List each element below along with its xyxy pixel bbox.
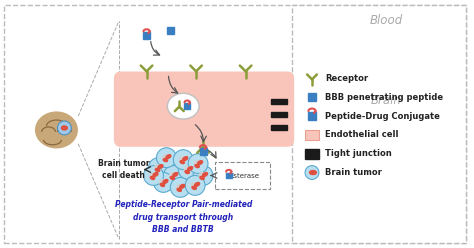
Bar bbox=[305, 130, 319, 140]
Ellipse shape bbox=[185, 171, 189, 174]
Ellipse shape bbox=[200, 177, 204, 180]
Ellipse shape bbox=[153, 173, 158, 176]
Circle shape bbox=[173, 150, 193, 170]
Bar bbox=[272, 99, 287, 104]
Circle shape bbox=[185, 176, 205, 195]
Circle shape bbox=[170, 178, 190, 197]
Circle shape bbox=[178, 160, 198, 180]
Ellipse shape bbox=[180, 161, 184, 164]
Circle shape bbox=[184, 167, 190, 172]
Text: Receptor: Receptor bbox=[325, 74, 368, 83]
Circle shape bbox=[154, 173, 173, 192]
Ellipse shape bbox=[170, 177, 174, 180]
Circle shape bbox=[164, 166, 183, 186]
Ellipse shape bbox=[198, 161, 202, 165]
Ellipse shape bbox=[163, 159, 167, 162]
Ellipse shape bbox=[62, 126, 67, 130]
Ellipse shape bbox=[188, 167, 192, 171]
Circle shape bbox=[163, 155, 168, 160]
Ellipse shape bbox=[158, 165, 163, 169]
Ellipse shape bbox=[150, 177, 155, 180]
Text: Endothelial cell: Endothelial cell bbox=[325, 130, 398, 139]
Ellipse shape bbox=[310, 171, 317, 175]
Text: Peptide-Drug Conjugate: Peptide-Drug Conjugate bbox=[325, 112, 440, 121]
Circle shape bbox=[180, 157, 185, 162]
Circle shape bbox=[155, 165, 160, 170]
Text: Brain: Brain bbox=[371, 94, 402, 107]
FancyBboxPatch shape bbox=[215, 162, 270, 189]
Ellipse shape bbox=[163, 180, 168, 183]
Bar bbox=[184, 103, 190, 109]
FancyBboxPatch shape bbox=[114, 71, 294, 147]
Ellipse shape bbox=[155, 169, 160, 172]
Text: Tight junction: Tight junction bbox=[325, 149, 392, 158]
Ellipse shape bbox=[166, 155, 171, 159]
Ellipse shape bbox=[183, 157, 188, 161]
Ellipse shape bbox=[36, 112, 77, 148]
FancyBboxPatch shape bbox=[292, 5, 465, 243]
Circle shape bbox=[199, 173, 205, 178]
Circle shape bbox=[170, 173, 175, 178]
Circle shape bbox=[191, 183, 197, 188]
Bar bbox=[200, 148, 207, 155]
Ellipse shape bbox=[192, 186, 196, 189]
Circle shape bbox=[144, 166, 164, 186]
Circle shape bbox=[176, 185, 182, 190]
Text: Brain tumor
cell death: Brain tumor cell death bbox=[98, 159, 150, 180]
Ellipse shape bbox=[167, 93, 199, 119]
Ellipse shape bbox=[180, 185, 185, 188]
Circle shape bbox=[305, 166, 319, 180]
Bar bbox=[305, 149, 319, 159]
Text: Brain tumor: Brain tumor bbox=[325, 168, 382, 177]
Circle shape bbox=[194, 161, 200, 166]
Text: BBB penetrating peptide: BBB penetrating peptide bbox=[325, 93, 443, 102]
FancyBboxPatch shape bbox=[4, 5, 465, 243]
Circle shape bbox=[148, 158, 168, 178]
Circle shape bbox=[57, 121, 71, 135]
Bar bbox=[143, 32, 150, 39]
Circle shape bbox=[156, 148, 176, 168]
Text: Blood: Blood bbox=[370, 14, 403, 28]
Bar bbox=[308, 93, 316, 101]
Ellipse shape bbox=[202, 173, 208, 176]
Ellipse shape bbox=[160, 184, 164, 186]
Bar bbox=[272, 112, 287, 117]
Ellipse shape bbox=[177, 188, 182, 191]
Bar bbox=[272, 125, 287, 130]
Bar bbox=[308, 112, 316, 120]
Circle shape bbox=[188, 154, 208, 174]
Circle shape bbox=[193, 166, 213, 186]
Ellipse shape bbox=[195, 165, 199, 168]
Bar bbox=[167, 28, 174, 34]
Text: Esterase: Esterase bbox=[229, 173, 260, 179]
Ellipse shape bbox=[195, 183, 200, 186]
Ellipse shape bbox=[173, 173, 178, 176]
Text: Peptide-Receptor Pair-mediated
drug transport through
BBB and BBTB: Peptide-Receptor Pair-mediated drug tran… bbox=[115, 200, 252, 234]
Bar bbox=[226, 173, 232, 179]
Circle shape bbox=[160, 180, 165, 185]
Circle shape bbox=[150, 173, 155, 178]
